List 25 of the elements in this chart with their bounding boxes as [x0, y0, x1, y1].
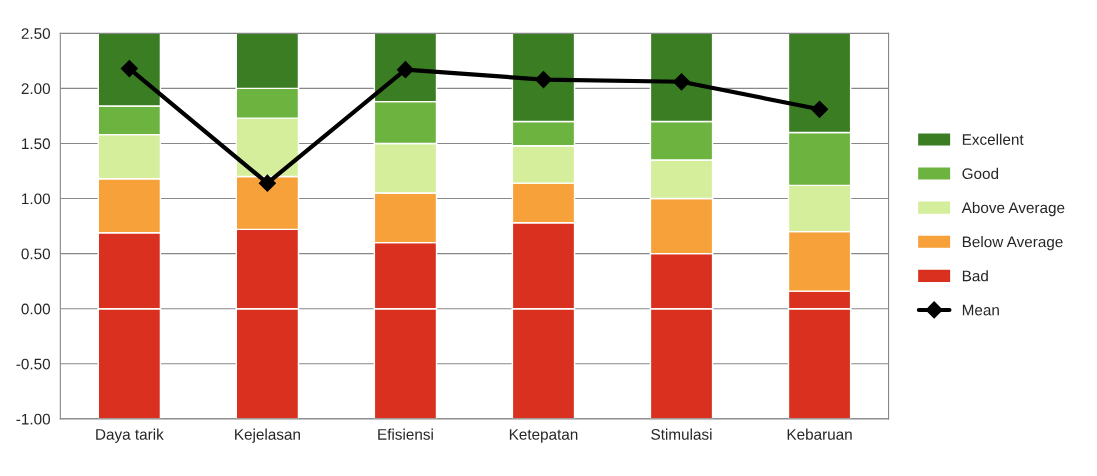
y-tick-label: 1.00 — [22, 193, 51, 205]
point — [534, 71, 553, 89]
y-tick-label: 2.50 — [21, 28, 51, 40]
point — [120, 60, 138, 78]
point — [672, 73, 691, 91]
point — [258, 174, 276, 192]
x-tick-label: Daya tarik — [96, 428, 164, 443]
legend-label: Above Average — [961, 201, 1065, 217]
y-tick-label: 1.50 — [22, 138, 51, 150]
legend-label: Bad — [962, 270, 988, 282]
legend-label: Good — [962, 167, 999, 180]
legend-label: Mean — [962, 304, 999, 316]
x-tick-label: Kebaruan — [787, 428, 852, 440]
point — [810, 100, 829, 118]
y-tick-label: 2.00 — [21, 83, 51, 95]
y-tick-label: -1.00 — [16, 413, 51, 425]
x-tick-label: Efisiensi — [378, 428, 433, 440]
legend-label: Excellent — [962, 133, 1024, 145]
y-tick-label: -0.50 — [16, 358, 51, 370]
legend-label: Below Average — [962, 236, 1063, 251]
x-tick-label: Stimulasi — [651, 428, 712, 440]
y-tick-label: 0.50 — [21, 248, 51, 260]
x-tick-label: Ketepatan — [509, 429, 578, 443]
x-tick-label: Kejelasan — [235, 428, 300, 443]
y-tick-label: 0.00 — [21, 303, 51, 315]
